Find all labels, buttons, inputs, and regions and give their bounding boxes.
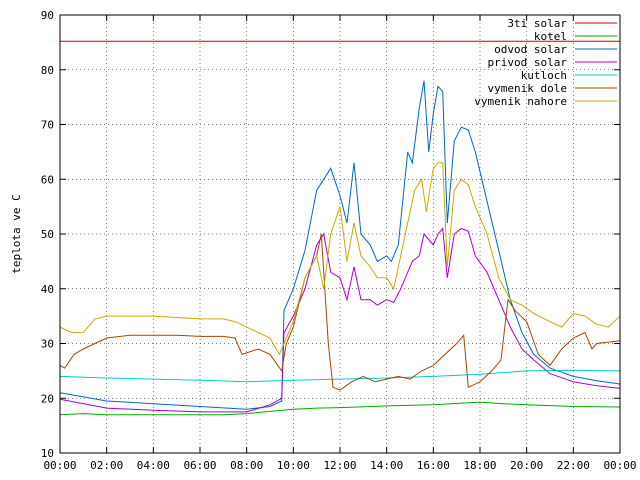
x-tick-label: 22:00 bbox=[557, 459, 590, 472]
y-tick-label: 50 bbox=[41, 228, 54, 241]
legend-label: privod solar bbox=[488, 56, 568, 69]
legend-label: vymenik nahore bbox=[474, 95, 567, 108]
legend-label: kotel bbox=[534, 30, 567, 43]
x-tick-label: 16:00 bbox=[417, 459, 450, 472]
x-axis: 00:00 02:00 04:00 06:00 08:00 10:00 12:00 14:00… bbox=[43, 15, 637, 472]
x-tick-label: 00:00 bbox=[43, 459, 76, 472]
y-tick-label: 70 bbox=[41, 119, 54, 132]
legend-label: 3ti solar bbox=[507, 17, 567, 30]
legend-label: kutloch bbox=[521, 69, 567, 82]
x-tick-label: 08:00 bbox=[230, 459, 263, 472]
legend-label: vymenik dole bbox=[488, 82, 567, 95]
y-axis: 10 20 30 40 50 60 70 80 90 bbox=[41, 9, 620, 460]
x-tick-label: 12:00 bbox=[323, 459, 356, 472]
x-tick-label: 10:00 bbox=[277, 459, 310, 472]
y-tick-label: 20 bbox=[41, 392, 54, 405]
x-tick-label: 18:00 bbox=[463, 459, 496, 472]
series-line bbox=[59, 227, 621, 413]
y-tick-label: 40 bbox=[41, 283, 54, 296]
legend-label: odvod solar bbox=[494, 43, 567, 56]
x-tick-label: 04:00 bbox=[137, 459, 170, 472]
y-tick-label: 60 bbox=[41, 173, 54, 186]
x-tick-label: 02:00 bbox=[90, 459, 123, 472]
series-layer bbox=[59, 40, 621, 416]
x-tick-label: 06:00 bbox=[183, 459, 216, 472]
series-line bbox=[59, 162, 621, 356]
series-line bbox=[59, 233, 621, 391]
x-tick-label: 14:00 bbox=[370, 459, 403, 472]
y-axis-label: teplota ve C bbox=[10, 194, 23, 273]
series-line bbox=[59, 369, 621, 383]
y-tick-label: 10 bbox=[41, 447, 54, 460]
y-tick-label: 90 bbox=[41, 9, 54, 22]
series-line bbox=[59, 80, 621, 410]
x-tick-label: 00:00 bbox=[603, 459, 636, 472]
series-line bbox=[59, 401, 621, 416]
y-tick-label: 30 bbox=[41, 338, 54, 351]
x-tick-label: 20:00 bbox=[510, 459, 543, 472]
y-tick-label: 80 bbox=[41, 64, 54, 77]
